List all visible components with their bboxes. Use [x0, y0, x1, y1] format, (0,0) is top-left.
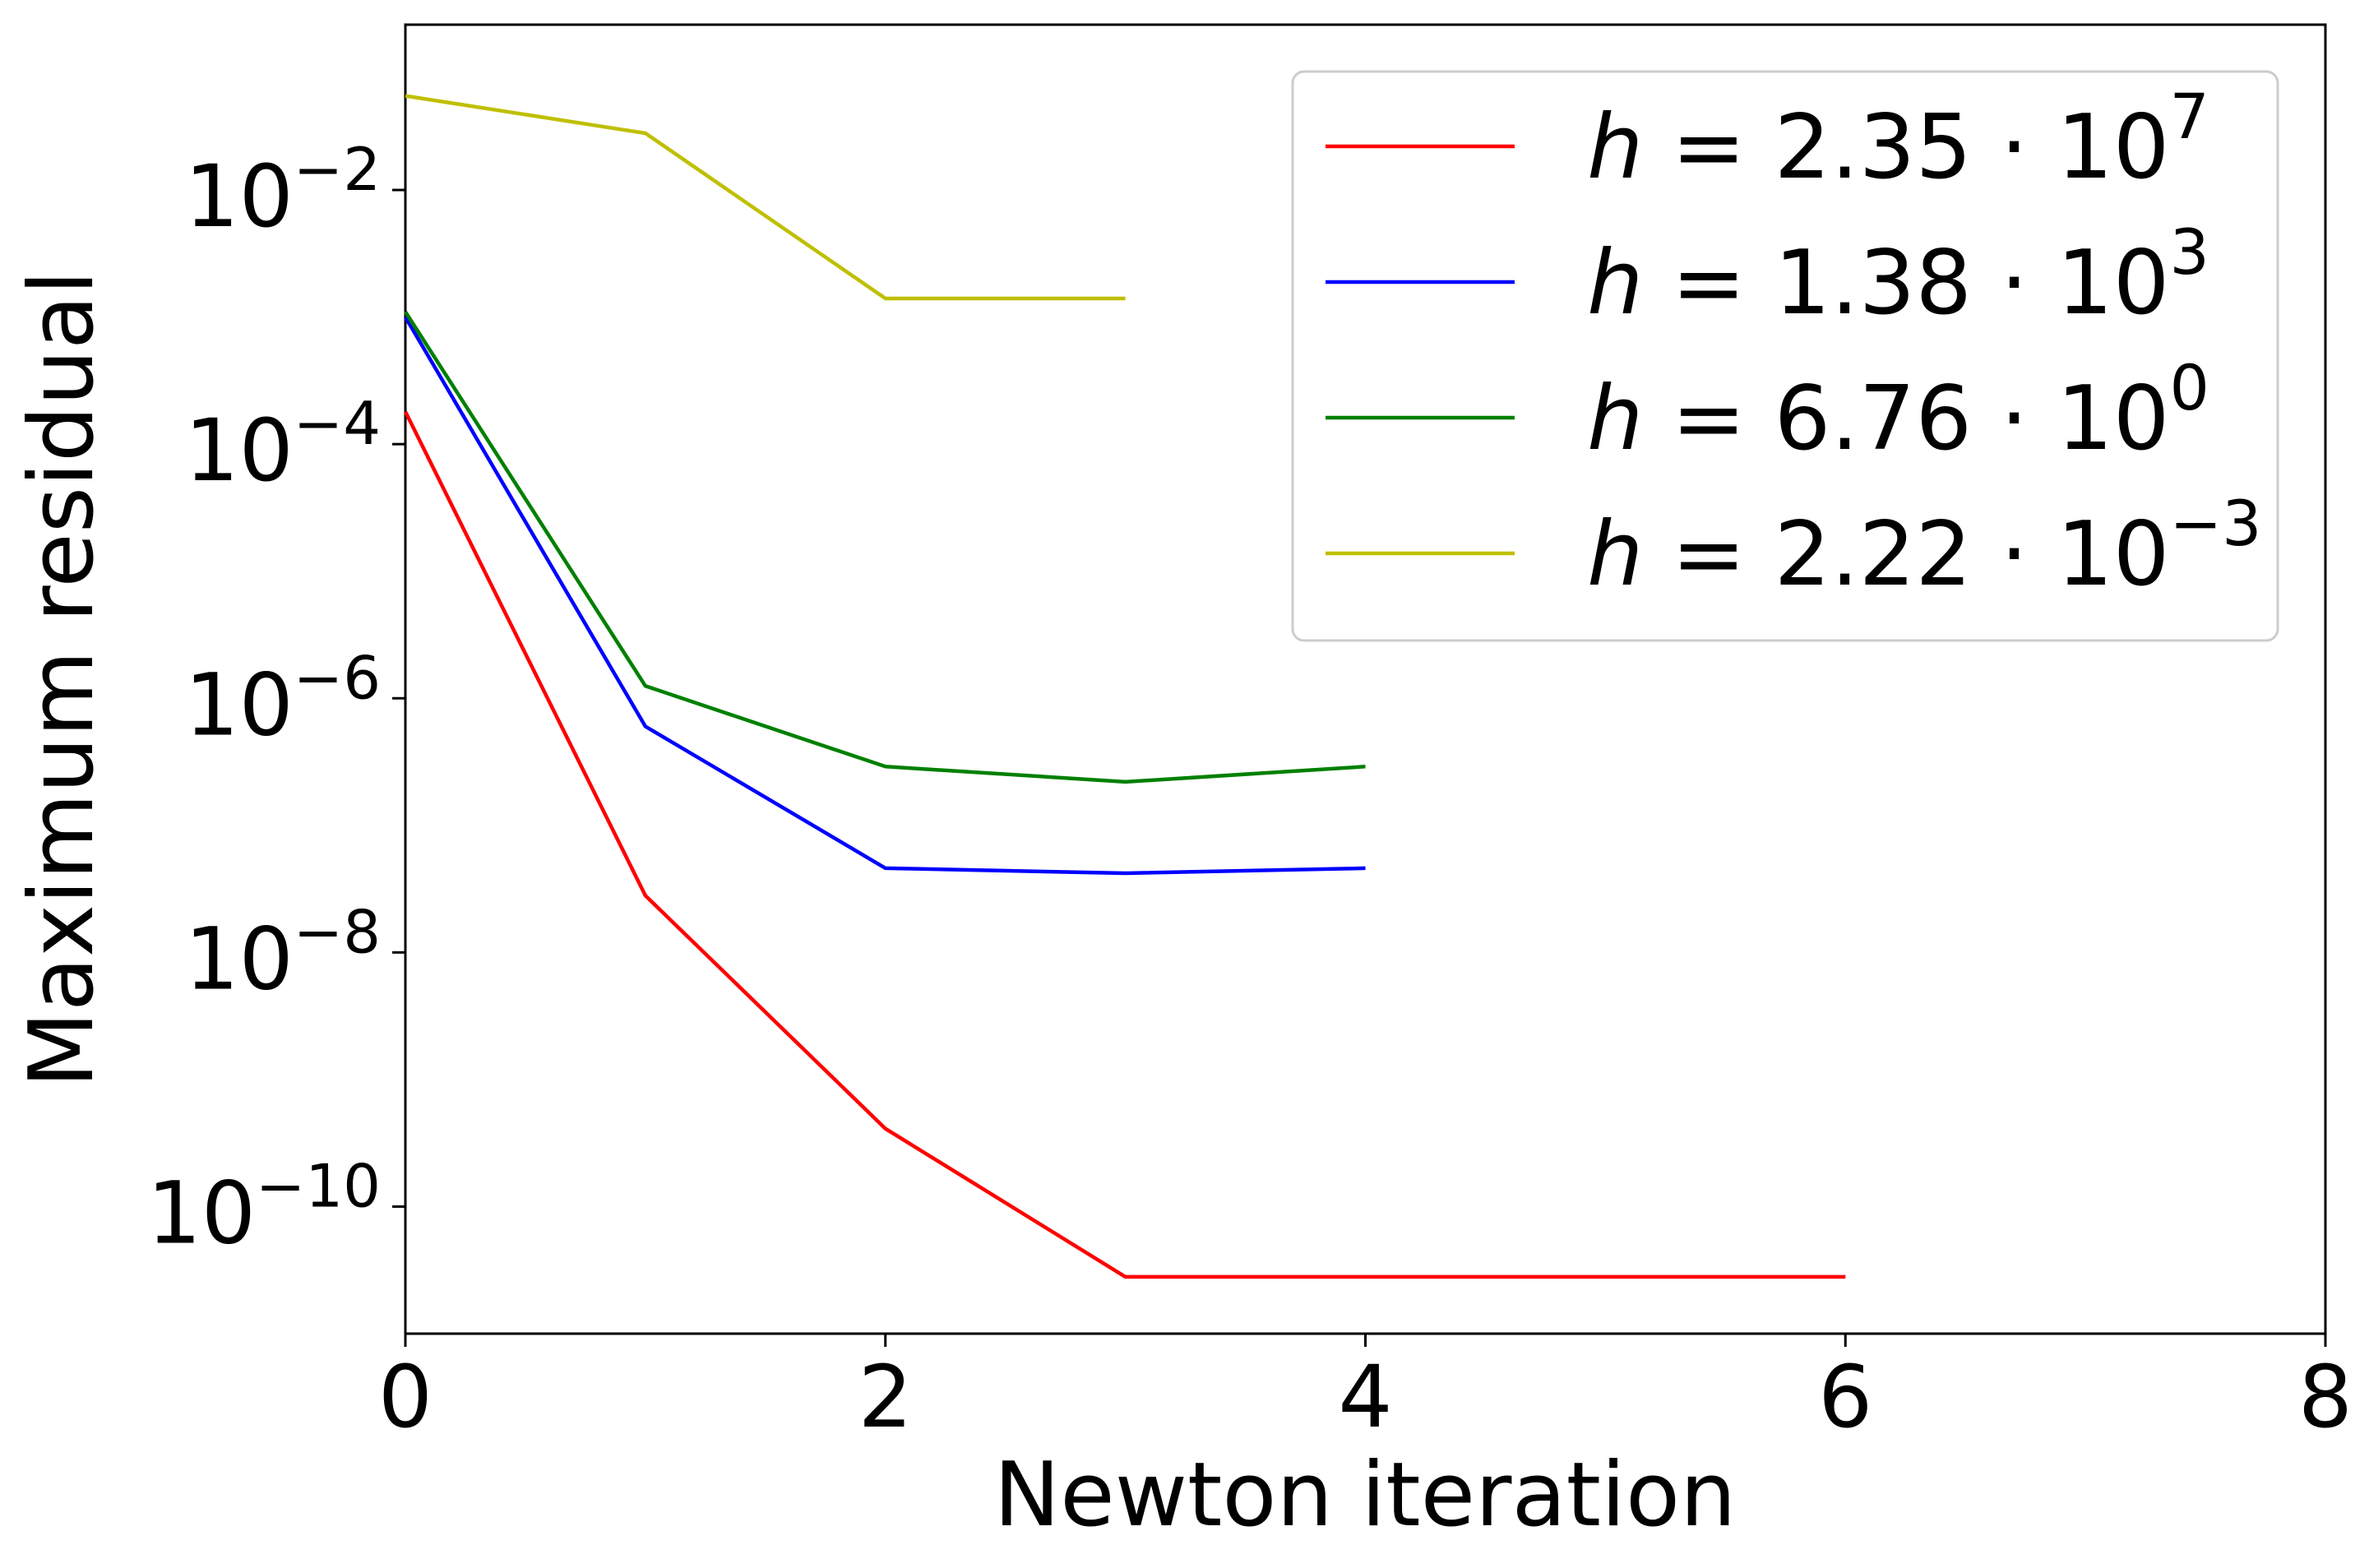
y-tick-label: 10−2	[185, 135, 381, 247]
legend-label-2: h = 1.38 · 103	[1587, 215, 2209, 335]
y-tick-label: 10−4	[185, 389, 381, 501]
y-axis: 10−10 10−8 10−6 10−4 10−2	[147, 135, 405, 1263]
y-tick-label: 10−8	[185, 897, 381, 1009]
series-layer	[403, 94, 1846, 1279]
x-axis: 0 2 4 6 8	[378, 1334, 2353, 1447]
legend: h = 2.35 · 107 h = 1.38 · 103 h = 6.76 · 1…	[1291, 70, 2279, 642]
y-tick-label: 10−10	[147, 1151, 381, 1263]
x-tick-label: 6	[1818, 1347, 1872, 1447]
series-line-2	[404, 316, 1366, 876]
series-line-3	[404, 310, 1366, 784]
legend-label-1: h = 2.35 · 107	[1587, 80, 2209, 199]
legend-label-3: h = 6.76 · 100	[1587, 351, 2209, 470]
x-axis-label: Newton iteration	[993, 1444, 1736, 1547]
series-line-4	[405, 94, 1126, 301]
x-tick-label: 4	[1338, 1347, 1392, 1447]
legend-items: h = 2.35 · 107 h = 1.38 · 103 h = 6.76 · 1…	[1326, 80, 2262, 606]
series-line-1	[403, 410, 1846, 1279]
legend-frame	[1291, 70, 2279, 642]
x-tick-label: 2	[858, 1347, 913, 1447]
legend-label-4: h = 2.22 · 10−3	[1587, 487, 2262, 606]
y-tick-label: 10−6	[185, 643, 381, 755]
x-tick-label: 0	[378, 1347, 433, 1447]
x-tick-label: 8	[2298, 1347, 2353, 1447]
y-axis-label: Maximum residual	[11, 271, 113, 1088]
